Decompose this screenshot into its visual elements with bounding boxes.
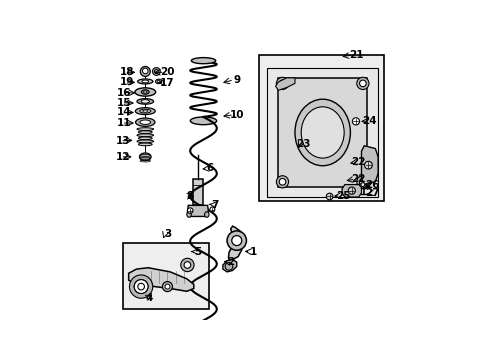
Polygon shape (278, 78, 366, 187)
Ellipse shape (138, 137, 152, 140)
Ellipse shape (155, 79, 162, 84)
Text: 11: 11 (117, 118, 131, 128)
Circle shape (154, 69, 158, 73)
Text: 9: 9 (233, 75, 240, 85)
Circle shape (359, 179, 366, 185)
Circle shape (138, 283, 144, 290)
Text: 2: 2 (227, 257, 234, 267)
Circle shape (152, 68, 160, 75)
Text: 22: 22 (350, 174, 365, 184)
Ellipse shape (137, 134, 153, 136)
Text: 23: 23 (295, 139, 310, 149)
Ellipse shape (135, 88, 155, 96)
Text: 8: 8 (185, 191, 193, 201)
Circle shape (325, 193, 332, 200)
Circle shape (356, 176, 368, 188)
Text: 4: 4 (145, 293, 153, 303)
Circle shape (209, 207, 214, 212)
Circle shape (226, 231, 246, 250)
Circle shape (359, 181, 366, 188)
Polygon shape (128, 268, 193, 291)
Circle shape (129, 275, 152, 298)
Text: 14: 14 (117, 108, 132, 117)
Ellipse shape (204, 212, 208, 217)
Ellipse shape (135, 118, 155, 126)
Text: 7: 7 (210, 199, 218, 210)
Circle shape (231, 235, 241, 246)
Text: 3: 3 (163, 229, 171, 239)
Ellipse shape (140, 109, 150, 113)
Circle shape (140, 67, 150, 76)
Text: 26: 26 (365, 180, 379, 190)
Text: 25: 25 (336, 191, 350, 201)
Circle shape (142, 68, 148, 74)
Circle shape (162, 282, 172, 292)
Text: 15: 15 (117, 98, 131, 108)
Text: 17: 17 (160, 77, 174, 87)
Polygon shape (342, 185, 361, 197)
Circle shape (164, 284, 170, 289)
Circle shape (224, 262, 232, 270)
Ellipse shape (137, 99, 153, 104)
Circle shape (360, 183, 364, 186)
Polygon shape (361, 146, 377, 185)
Text: 27: 27 (365, 188, 379, 198)
Ellipse shape (138, 131, 152, 134)
Text: 21: 21 (348, 50, 363, 60)
Text: 19: 19 (120, 77, 134, 87)
Ellipse shape (301, 107, 344, 158)
Text: 20: 20 (160, 67, 174, 77)
Text: 6: 6 (206, 163, 214, 174)
Circle shape (359, 80, 366, 87)
Ellipse shape (141, 90, 149, 94)
Circle shape (134, 280, 148, 293)
Circle shape (352, 118, 359, 125)
Circle shape (364, 161, 371, 169)
Polygon shape (228, 226, 243, 261)
Circle shape (356, 77, 368, 90)
Circle shape (183, 262, 190, 268)
Polygon shape (267, 68, 377, 197)
Circle shape (279, 80, 285, 87)
Text: 1: 1 (249, 247, 257, 257)
Ellipse shape (137, 140, 153, 143)
Polygon shape (223, 260, 236, 272)
Text: 12: 12 (116, 152, 130, 162)
Bar (259, 55, 383, 201)
Circle shape (181, 258, 194, 271)
Text: 13: 13 (116, 136, 130, 146)
Ellipse shape (138, 143, 152, 146)
Text: 22: 22 (350, 157, 365, 167)
Circle shape (347, 187, 355, 194)
Ellipse shape (141, 100, 149, 103)
Circle shape (134, 280, 148, 293)
Ellipse shape (137, 128, 153, 131)
Ellipse shape (140, 120, 150, 125)
Ellipse shape (142, 110, 147, 112)
Ellipse shape (190, 117, 216, 125)
Ellipse shape (191, 58, 215, 64)
Text: 16: 16 (117, 87, 131, 98)
Circle shape (276, 176, 288, 188)
Bar (123, 243, 208, 309)
Ellipse shape (142, 80, 148, 83)
Text: 10: 10 (229, 110, 244, 120)
Ellipse shape (135, 108, 155, 114)
Text: 18: 18 (120, 67, 134, 77)
Polygon shape (275, 78, 294, 90)
Ellipse shape (186, 212, 191, 217)
Circle shape (187, 208, 193, 213)
Ellipse shape (139, 153, 151, 161)
Ellipse shape (143, 91, 146, 93)
Bar (193, 179, 203, 205)
Text: 5: 5 (194, 247, 201, 257)
Text: 24: 24 (362, 116, 376, 126)
Circle shape (276, 77, 288, 90)
Ellipse shape (294, 99, 350, 166)
Circle shape (279, 179, 285, 185)
Ellipse shape (138, 79, 153, 84)
Ellipse shape (157, 80, 160, 82)
Polygon shape (187, 205, 208, 216)
